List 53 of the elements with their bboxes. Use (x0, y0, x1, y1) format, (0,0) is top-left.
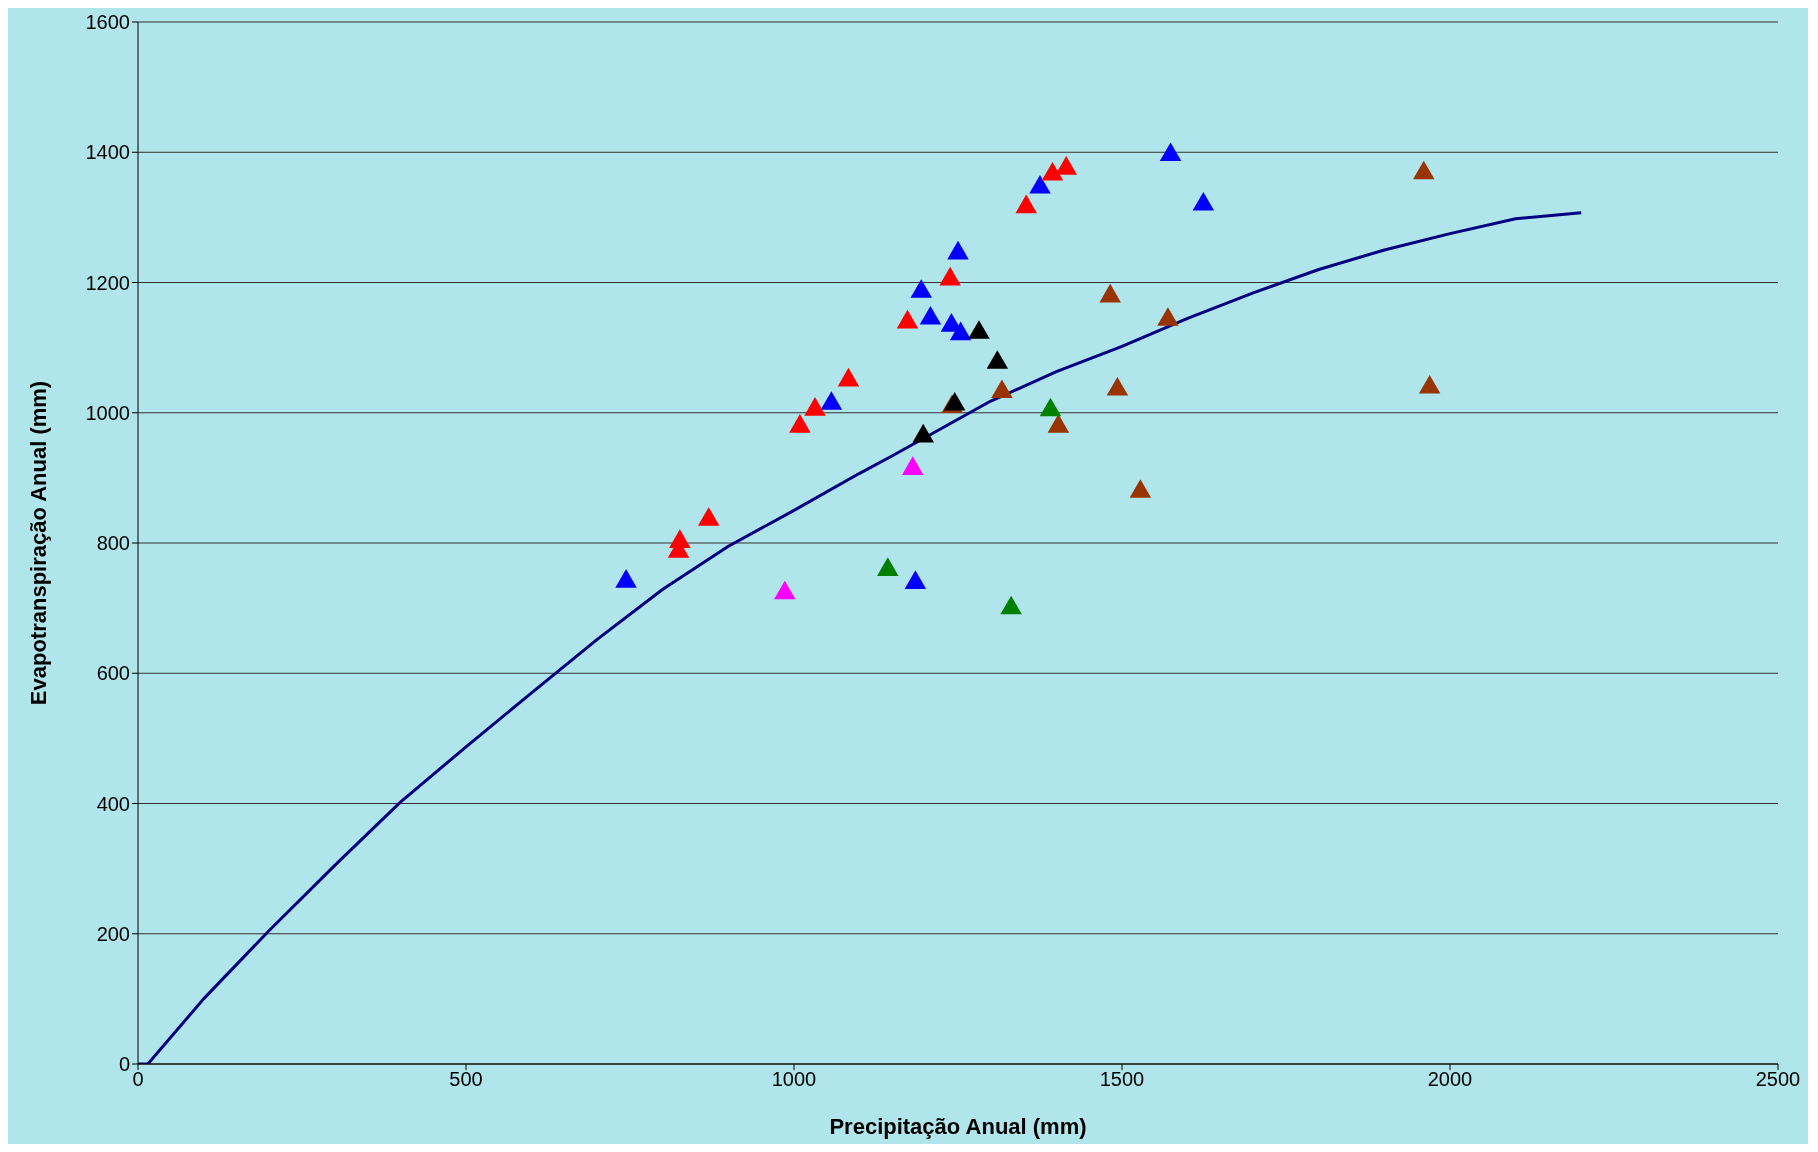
point (1106, 376, 1129, 396)
point (1418, 374, 1441, 394)
y-tick-label: 1600 (85, 11, 130, 34)
y-axis-title: Evapotranspiração Anual (mm) (25, 380, 51, 706)
y-tick-label: 800 (96, 532, 130, 555)
point (1099, 283, 1121, 303)
point (1413, 160, 1435, 180)
point (901, 456, 924, 475)
point (1041, 161, 1064, 181)
point (1000, 595, 1022, 615)
point (1029, 175, 1051, 194)
point (1055, 156, 1077, 175)
point (1159, 142, 1182, 162)
point (1039, 397, 1062, 417)
point (949, 321, 972, 341)
y-tick-label: 600 (96, 662, 130, 685)
point (919, 305, 942, 325)
y-tick-label: 0 (118, 1053, 130, 1076)
point (947, 240, 969, 260)
point (820, 391, 843, 410)
point (615, 569, 637, 588)
y-tick-label: 1400 (85, 141, 130, 164)
point (774, 580, 796, 600)
point (804, 397, 826, 416)
point (968, 320, 990, 339)
point (904, 570, 927, 589)
x-tick-label: 0 (132, 1068, 144, 1091)
point (991, 379, 1013, 399)
x-tick-label: 2500 (1755, 1068, 1801, 1091)
point (939, 266, 961, 286)
point (896, 309, 919, 329)
y-tick-label: 1000 (85, 401, 130, 424)
point (837, 367, 860, 387)
point (912, 423, 934, 443)
point (1157, 307, 1179, 326)
point (1129, 479, 1152, 498)
y-tick-label: 400 (96, 792, 130, 815)
point (986, 350, 1009, 369)
point (1192, 191, 1215, 211)
x-tick-label: 1000 (771, 1068, 817, 1091)
y-tick-label: 1200 (85, 271, 130, 294)
x-axis-title: Precipitação Anual (mm) (829, 1114, 1087, 1139)
x-tick-label: 1500 (1099, 1068, 1145, 1091)
point (877, 557, 899, 576)
point (697, 507, 720, 526)
y-tick-label: 200 (96, 922, 130, 945)
point (1015, 194, 1037, 214)
x-tick-label: 500 (449, 1068, 483, 1091)
point (789, 414, 811, 433)
point (910, 279, 933, 298)
x-tick-label: 2000 (1427, 1068, 1473, 1091)
point (1047, 414, 1070, 433)
point (669, 529, 691, 548)
